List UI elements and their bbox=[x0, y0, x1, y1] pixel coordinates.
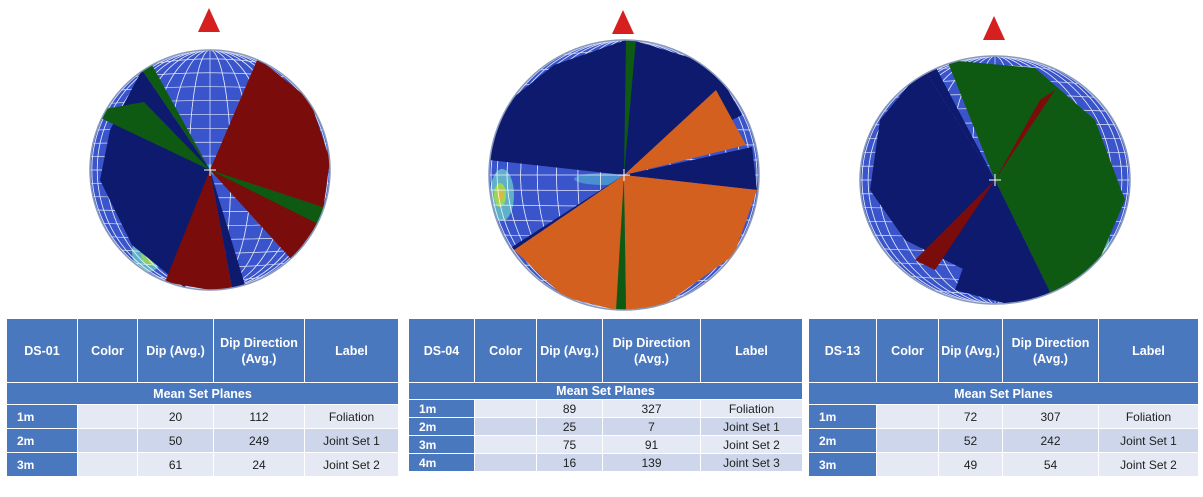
plane-joint-set-3 bbox=[616, 175, 626, 310]
color-cell bbox=[77, 404, 138, 429]
dip-direction-cell: 307 bbox=[1002, 404, 1099, 429]
dip-direction-cell: 139 bbox=[602, 453, 701, 472]
dip-direction-cell: 327 bbox=[602, 399, 701, 418]
plane-foliation bbox=[923, 62, 995, 180]
section-header: Mean Set Planes bbox=[408, 382, 803, 400]
label-cell: Joint Set 2 bbox=[700, 435, 803, 454]
dip-direction-column-header: Dip Direction (Avg.) bbox=[602, 318, 701, 383]
dip-cell: 75 bbox=[536, 435, 603, 454]
dip-cell: 89 bbox=[536, 399, 603, 418]
dip-cell: 49 bbox=[938, 452, 1003, 477]
set-id-cell: 3m bbox=[808, 452, 877, 477]
label-column-header: Label bbox=[304, 318, 399, 383]
color-column-header: Color bbox=[474, 318, 537, 383]
plane-joint-set-1 bbox=[995, 90, 1055, 180]
stereonet-ds-13 bbox=[859, 55, 1131, 305]
dip-column-header: Dip (Avg.) bbox=[938, 318, 1003, 383]
color-cell bbox=[474, 399, 537, 418]
north-arrow-icon bbox=[198, 8, 220, 32]
north-arrow-icon bbox=[983, 16, 1005, 40]
set-id-cell: 2m bbox=[408, 417, 475, 436]
color-cell bbox=[77, 428, 138, 453]
plane-joint-set-2 bbox=[142, 65, 210, 170]
plane-foliation bbox=[165, 170, 232, 290]
plane-joint-set-1 bbox=[624, 147, 757, 190]
dip-cell: 25 bbox=[536, 417, 603, 436]
set-id-cell: 4m bbox=[408, 453, 475, 472]
dip-direction-cell: 24 bbox=[213, 452, 305, 477]
dip-column-header: Dip (Avg.) bbox=[137, 318, 214, 383]
label-column-header: Label bbox=[1098, 318, 1199, 383]
data-table-ds-13: DS-13 Color Dip (Avg.) Dip Direction (Av… bbox=[808, 318, 1199, 477]
plane-joint-set-1 bbox=[915, 180, 995, 270]
dip-direction-cell: 91 bbox=[602, 435, 701, 454]
plane-joint-set-2 bbox=[624, 90, 746, 175]
dip-cell: 50 bbox=[137, 428, 214, 453]
dip-cell: 61 bbox=[137, 452, 214, 477]
table-id-header: DS-01 bbox=[6, 318, 78, 383]
color-cell bbox=[474, 453, 537, 472]
label-cell: Foliation bbox=[304, 404, 399, 429]
set-id-cell: 1m bbox=[808, 404, 877, 429]
plane-joint-set-2 bbox=[514, 175, 624, 310]
label-column-header: Label bbox=[700, 318, 803, 383]
dip-cell: 20 bbox=[137, 404, 214, 429]
set-id-cell: 2m bbox=[6, 428, 78, 453]
table-id-header: DS-04 bbox=[408, 318, 475, 383]
dip-direction-cell: 249 bbox=[213, 428, 305, 453]
label-cell: Joint Set 3 bbox=[700, 453, 803, 472]
north-arrow-icon bbox=[612, 10, 634, 34]
dip-cell: 72 bbox=[938, 404, 1003, 429]
plane-foliation bbox=[512, 175, 624, 250]
plane-joint-set-3 bbox=[624, 40, 636, 175]
color-cell bbox=[474, 435, 537, 454]
stereonet-ds-04 bbox=[488, 39, 760, 311]
section-header: Mean Set Planes bbox=[6, 382, 399, 405]
set-id-cell: 1m bbox=[408, 399, 475, 418]
data-table-ds-04: DS-04 Color Dip (Avg.) Dip Direction (Av… bbox=[408, 318, 803, 472]
dip-direction-column-header: Dip Direction (Avg.) bbox=[1002, 318, 1099, 383]
color-cell bbox=[876, 452, 939, 477]
color-column-header: Color bbox=[77, 318, 138, 383]
label-cell: Joint Set 2 bbox=[304, 452, 399, 477]
plane-foliation bbox=[955, 180, 1055, 304]
section-header: Mean Set Planes bbox=[808, 382, 1199, 405]
color-cell bbox=[876, 428, 939, 453]
dip-cell: 16 bbox=[536, 453, 603, 472]
plane-joint-set-2 bbox=[90, 102, 210, 170]
label-cell: Joint Set 2 bbox=[1098, 452, 1199, 477]
center-cross-icon bbox=[989, 174, 1001, 186]
center-cross-icon bbox=[204, 164, 216, 176]
color-cell bbox=[77, 452, 138, 477]
dip-direction-column-header: Dip Direction (Avg.) bbox=[213, 318, 305, 383]
dip-cell: 52 bbox=[938, 428, 1003, 453]
set-id-cell: 3m bbox=[408, 435, 475, 454]
dip-direction-cell: 54 bbox=[1002, 452, 1099, 477]
set-id-cell: 2m bbox=[808, 428, 877, 453]
table-id-header: DS-13 bbox=[808, 318, 877, 383]
label-cell: Foliation bbox=[1098, 404, 1199, 429]
plane-joint-set-2 bbox=[947, 60, 1125, 302]
plane-joint-set-1 bbox=[210, 170, 245, 288]
color-cell bbox=[474, 417, 537, 436]
dip-column-header: Dip (Avg.) bbox=[536, 318, 603, 383]
dip-direction-cell: 242 bbox=[1002, 428, 1099, 453]
label-cell: Joint Set 1 bbox=[700, 417, 803, 436]
dip-direction-cell: 112 bbox=[213, 404, 305, 429]
color-column-header: Color bbox=[876, 318, 939, 383]
plane-joint-set-2 bbox=[624, 175, 757, 310]
stereonet-ds-01 bbox=[89, 49, 331, 291]
plane-joint-set-2 bbox=[210, 170, 330, 225]
label-cell: Joint Set 1 bbox=[1098, 428, 1199, 453]
set-id-cell: 3m bbox=[6, 452, 78, 477]
color-cell bbox=[876, 404, 939, 429]
label-cell: Joint Set 1 bbox=[304, 428, 399, 453]
set-id-cell: 1m bbox=[6, 404, 78, 429]
dip-direction-cell: 7 bbox=[602, 417, 701, 436]
data-table-ds-01: DS-01 Color Dip (Avg.) Dip Direction (Av… bbox=[6, 318, 399, 477]
label-cell: Foliation bbox=[700, 399, 803, 418]
center-cross-icon bbox=[618, 169, 630, 181]
